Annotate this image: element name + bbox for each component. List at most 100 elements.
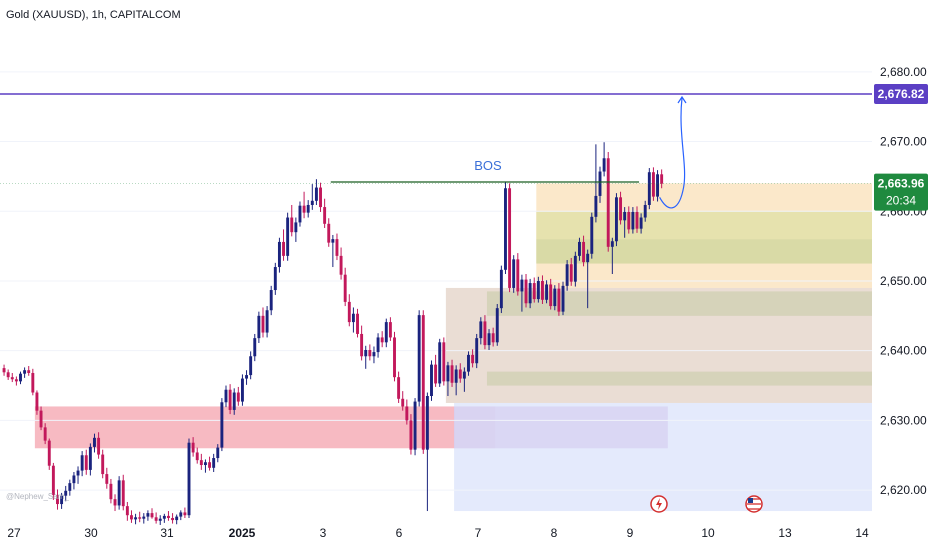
candle-body-132	[545, 284, 549, 300]
x-tick-label: 3	[320, 526, 327, 540]
candle-body-118	[487, 333, 491, 346]
x-tick-label: 7	[475, 526, 482, 540]
candle-body-136	[561, 285, 565, 312]
grid-layer	[0, 71, 872, 491]
candle-body-19	[80, 455, 84, 471]
candle-body-83	[343, 274, 347, 302]
candle-body-14	[60, 495, 64, 505]
zone-8	[486, 291, 872, 316]
candle-body-104	[430, 364, 433, 396]
candle-body-141	[582, 241, 586, 263]
candle-body-135	[557, 288, 561, 312]
candle-body-119	[491, 333, 495, 343]
candle-body-138	[569, 264, 573, 282]
candle-body-100	[413, 401, 417, 450]
candle-body-160	[660, 174, 664, 184]
candle-body-85	[351, 313, 355, 323]
candle-body-92	[380, 337, 384, 343]
candle-body-72	[298, 205, 302, 223]
x-tick-label: 8	[551, 526, 558, 540]
x-tick-label: 13	[778, 526, 792, 540]
candle-body-50	[208, 462, 212, 468]
candle-body-54	[224, 389, 228, 403]
candle-body-126	[520, 279, 524, 292]
candle-body-70	[290, 217, 294, 233]
us-flag-canton	[748, 498, 753, 503]
current-price-badge	[874, 173, 928, 211]
y-tick-label: 2,620.00	[880, 483, 927, 497]
candle-body-7	[31, 372, 35, 393]
candle-body-18	[76, 470, 80, 476]
candle-body-73	[302, 205, 306, 213]
candle-body-62	[257, 315, 261, 339]
candle-body-148	[610, 241, 614, 247]
zone-0	[34, 406, 496, 449]
candle-body-36	[150, 513, 154, 518]
x-tick-label: 10	[701, 526, 715, 540]
candle-body-23	[97, 437, 101, 455]
candle-body-137	[565, 264, 569, 286]
candle-body-153	[631, 211, 635, 230]
candle-body-71	[294, 222, 298, 233]
candle-body-37	[154, 517, 158, 521]
candle-body-156	[643, 204, 647, 218]
candle-body-76	[314, 187, 318, 201]
lightning-bolt-icon	[656, 498, 662, 510]
event-icons	[650, 495, 763, 513]
candle-body-91	[376, 337, 380, 353]
candle-body-1	[6, 372, 10, 378]
candle-body-95	[393, 337, 396, 378]
candle-body-44	[183, 512, 187, 516]
candle-body-106	[438, 342, 442, 384]
x-tick-label: 31	[160, 526, 174, 540]
candle-body-122	[504, 188, 507, 270]
candle-body-46	[191, 442, 195, 453]
candle-body-82	[339, 255, 343, 275]
candle-body-56	[232, 392, 236, 410]
candle-body-67	[277, 241, 281, 268]
candle-body-140	[578, 241, 581, 256]
candle-body-117	[483, 321, 487, 346]
candle-body-20	[84, 455, 88, 470]
candle-body-42	[175, 516, 179, 521]
candle-body-53	[220, 402, 224, 448]
candle-body-116	[479, 321, 483, 339]
candle-body-149	[614, 197, 618, 242]
candle-body-3	[14, 379, 18, 382]
candle-body-45	[187, 442, 191, 516]
candle-body-112	[462, 371, 466, 379]
candle-body-157	[647, 172, 651, 205]
candle-body-22	[93, 437, 96, 447]
candle-body-2	[10, 377, 14, 380]
candle-body-49	[203, 462, 207, 466]
candle-body-52	[216, 447, 220, 459]
candle-body-129	[532, 283, 536, 300]
watermark: @Nephew_Sam_	[6, 492, 69, 501]
candle-body-74	[306, 204, 310, 213]
target-price-badge	[874, 83, 928, 104]
candle-body-143	[590, 216, 594, 254]
candle-body-27	[113, 499, 117, 506]
candle-body-97	[401, 398, 405, 407]
candle-body-109	[450, 365, 454, 383]
candle-body-66	[273, 267, 277, 291]
candle-body-69	[286, 217, 290, 256]
candle-body-150	[619, 197, 623, 221]
candle-body-15	[64, 490, 68, 496]
candle-body-75	[310, 200, 314, 205]
candle-body-84	[347, 301, 351, 323]
candle-body-59	[245, 375, 248, 379]
x-tick-label: 6	[396, 526, 403, 540]
candle-body-147	[606, 158, 610, 247]
chart-title: Gold (XAUUSD), 1h, CAPITALCOM	[6, 9, 181, 21]
candle-body-64	[265, 310, 269, 333]
candle-body-13	[56, 494, 59, 505]
candle-body-115	[475, 338, 479, 364]
candle-body-57	[236, 392, 240, 402]
candle-body-5	[23, 370, 27, 374]
candle-body-134	[553, 288, 557, 307]
candle-body-55	[228, 389, 232, 410]
x-tick-label: 27	[7, 526, 21, 540]
candle-body-124	[512, 259, 516, 288]
